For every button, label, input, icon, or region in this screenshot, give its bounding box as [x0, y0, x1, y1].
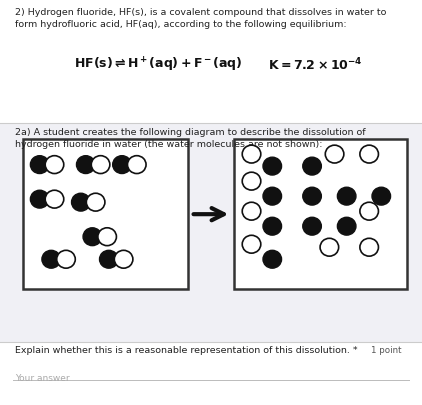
Bar: [0, 342, 422, 405]
Text: 2) Hydrogen fluoride, HF(s), is a covalent compound that dissolves in water to: 2) Hydrogen fluoride, HF(s), is a covale…: [15, 8, 386, 17]
Circle shape: [372, 188, 391, 206]
Circle shape: [303, 158, 322, 176]
Circle shape: [76, 156, 95, 174]
Circle shape: [242, 173, 261, 191]
Text: 2a) A student creates the following diagram to describe the dissolution of: 2a) A student creates the following diag…: [15, 128, 365, 136]
Circle shape: [42, 251, 60, 269]
Text: $\mathbf{K = 7.2 \times 10^{-4}}$: $\mathbf{K = 7.2 \times 10^{-4}}$: [268, 57, 362, 73]
Text: $\mathbf{HF(s) \rightleftharpoons H^+(aq) + F^-(aq)}$: $\mathbf{HF(s) \rightleftharpoons H^+(aq…: [74, 55, 243, 74]
Circle shape: [242, 203, 261, 221]
Circle shape: [242, 236, 261, 254]
Circle shape: [72, 194, 90, 211]
Circle shape: [30, 156, 49, 174]
Text: Explain whether this is a reasonable representation of this dissolution. *: Explain whether this is a reasonable rep…: [15, 345, 357, 354]
Text: hydrogen fluoride in water (the water molecules are not shown):: hydrogen fluoride in water (the water mo…: [15, 140, 322, 149]
Circle shape: [45, 191, 64, 209]
Circle shape: [360, 203, 379, 221]
Circle shape: [325, 146, 344, 164]
Circle shape: [83, 228, 102, 246]
Bar: [0, 124, 422, 342]
Circle shape: [263, 251, 281, 269]
Circle shape: [30, 191, 49, 209]
Circle shape: [338, 188, 356, 206]
Circle shape: [91, 156, 110, 174]
Circle shape: [263, 188, 281, 206]
Circle shape: [100, 251, 118, 269]
Bar: [234, 140, 407, 290]
Circle shape: [87, 194, 105, 211]
Circle shape: [360, 239, 379, 256]
Circle shape: [303, 188, 322, 206]
Circle shape: [263, 218, 281, 236]
Bar: [0, 0, 422, 124]
Circle shape: [114, 251, 133, 269]
Circle shape: [303, 218, 322, 236]
Circle shape: [127, 156, 146, 174]
Bar: [23, 140, 188, 290]
Circle shape: [98, 228, 116, 246]
Circle shape: [263, 158, 281, 176]
Text: 1 point: 1 point: [371, 345, 402, 354]
Circle shape: [338, 218, 356, 236]
Circle shape: [320, 239, 338, 256]
Circle shape: [45, 156, 64, 174]
Circle shape: [57, 251, 75, 269]
Text: form hydrofluoric acid, HF(aq), according to the following equilibrium:: form hydrofluoric acid, HF(aq), accordin…: [15, 20, 346, 29]
Circle shape: [360, 146, 379, 164]
Circle shape: [242, 146, 261, 164]
Circle shape: [113, 156, 131, 174]
Text: Your answer: Your answer: [15, 373, 69, 382]
